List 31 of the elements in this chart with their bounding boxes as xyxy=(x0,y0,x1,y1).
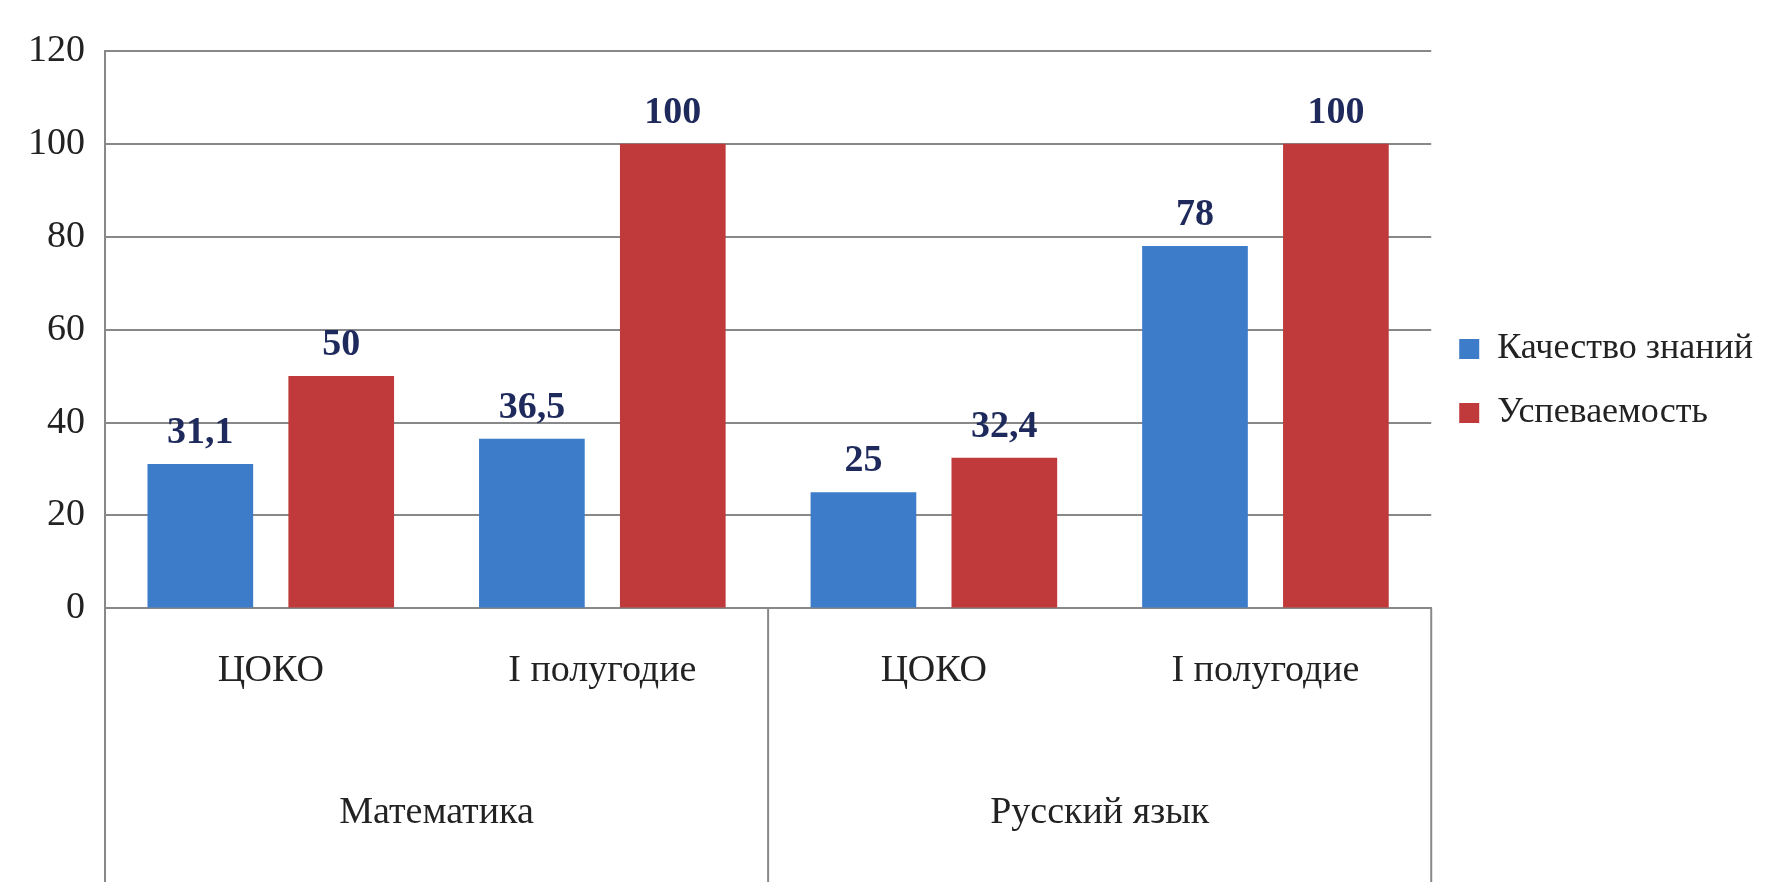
y-tick-label: 20 xyxy=(47,491,85,534)
bar xyxy=(1142,245,1248,608)
bar xyxy=(951,457,1058,608)
legend-label: Качество знаний xyxy=(1497,326,1753,367)
data-label: 32,4 xyxy=(971,402,1038,445)
text: Математика xyxy=(339,789,534,832)
bar xyxy=(288,376,395,608)
x-tick-label: I полугодие xyxy=(508,647,697,690)
y-tick-label: 100 xyxy=(28,119,85,162)
data-label: 78 xyxy=(1175,190,1214,233)
data-label: 100 xyxy=(1307,88,1365,131)
x-tick-label: I полугодие xyxy=(1171,647,1360,690)
y-tick-label: 120 xyxy=(28,26,85,69)
data-label: 25 xyxy=(844,437,883,480)
x-tick-label: ЦОКО xyxy=(217,647,324,690)
legend-label: Успеваемость xyxy=(1497,390,1708,431)
text: Русский язык xyxy=(990,789,1210,832)
x-tick-label: ЦОКО xyxy=(880,647,988,690)
bar xyxy=(479,438,585,608)
data-label: 50 xyxy=(322,320,361,363)
bar xyxy=(619,143,726,608)
y-tick-label: 0 xyxy=(66,584,85,627)
bar xyxy=(1283,143,1389,608)
data-label: 100 xyxy=(644,88,702,131)
y-tick-label: 60 xyxy=(47,305,85,348)
y-tick-label: 40 xyxy=(47,398,85,441)
bar xyxy=(147,463,254,608)
data-label: 36,5 xyxy=(498,383,566,426)
data-label: 31,1 xyxy=(167,408,234,451)
y-tick-label: 80 xyxy=(47,212,85,255)
bar xyxy=(810,492,917,608)
